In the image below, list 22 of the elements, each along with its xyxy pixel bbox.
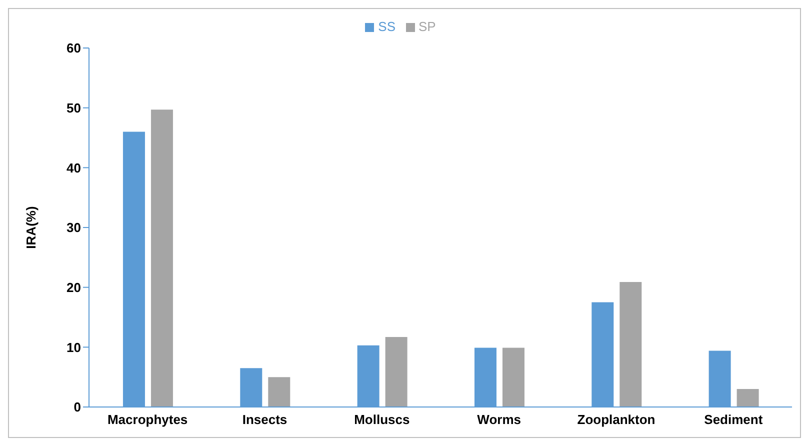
legend-label: SP (418, 19, 436, 34)
y-tick-label: 10 (66, 340, 81, 355)
x-tick-label: Worms (477, 412, 521, 428)
y-axis-title: IRA(%) (24, 206, 39, 249)
bar (150, 110, 173, 407)
y-tick-label: 50 (66, 100, 81, 116)
bar (502, 348, 524, 407)
bar (268, 377, 290, 407)
bar (620, 282, 642, 407)
y-tick-label: 20 (66, 280, 81, 295)
y-tick-label: 0 (74, 400, 81, 415)
y-tick-label: 60 (66, 40, 81, 56)
x-tick-label: Sediment (704, 412, 764, 428)
y-tick-label: 40 (66, 160, 81, 176)
bar (736, 389, 759, 407)
x-tick-label: Zooplankton (577, 412, 656, 428)
x-tick-label: Insects (242, 412, 288, 428)
bar (385, 336, 408, 407)
y-tick-label: 30 (66, 220, 81, 236)
x-tick-label: Macrophytes (107, 412, 188, 428)
x-tick-label: Molluscs (354, 412, 410, 428)
legend-label: SS (378, 19, 396, 34)
